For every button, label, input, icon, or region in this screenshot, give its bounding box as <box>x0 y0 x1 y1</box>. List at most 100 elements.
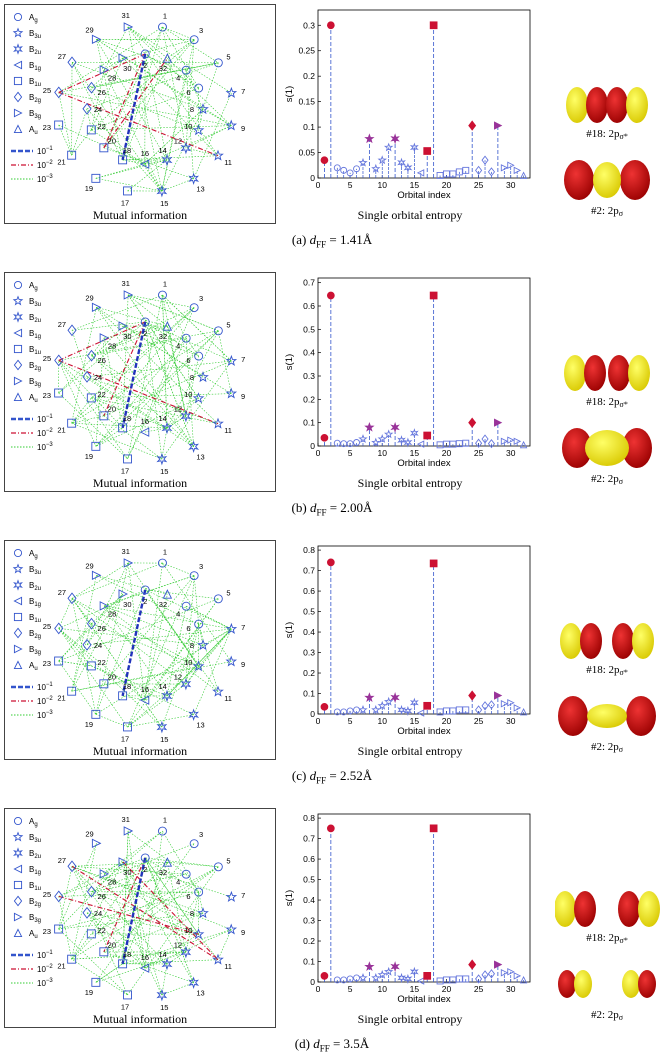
orbital-number: 7 <box>241 891 245 900</box>
legend-label: B2u <box>29 581 41 592</box>
weak-link <box>58 124 72 156</box>
y-tick-label: 0.4 <box>303 348 315 358</box>
legend-marker-icon <box>13 579 23 591</box>
weak-link <box>71 562 129 599</box>
x-tick-label: 15 <box>410 716 420 726</box>
legend: Ag B3u B2u B1g B1u B2g B3g Au 10−1 10−2 10−3 <box>11 816 53 988</box>
orbital-number: 4 <box>176 878 180 887</box>
weak-link <box>58 360 194 447</box>
orbital-node-icon <box>180 141 192 155</box>
weak-link <box>128 294 195 308</box>
weak-link <box>167 861 219 868</box>
orbital-lobe <box>560 623 582 659</box>
data-point-icon <box>513 972 522 980</box>
orbital-node-icon <box>212 953 224 965</box>
data-point-icon <box>358 157 368 167</box>
sigma-caption: #2: 2pσ <box>591 741 624 754</box>
weak-link <box>145 589 232 630</box>
y-tick-label: 0.7 <box>303 278 315 288</box>
orbital-node-icon <box>225 354 238 366</box>
legend-line-label: 10−3 <box>37 710 53 720</box>
orbital-number: 32 <box>159 332 167 341</box>
legend-marker-icon <box>13 108 23 118</box>
mutual-information-panel-c: Ag B3u B2u B1g B1u B2g B3g Au 10−1 10−2 10−3 1 3 5 7 9 1… <box>4 540 276 760</box>
sigma-caption: #2: 2pσ <box>591 205 624 218</box>
sigma-star-caption: #18: 2pσ* <box>586 664 628 677</box>
orbital-node-icon <box>82 638 92 651</box>
y-tick-label: 0.4 <box>303 895 315 905</box>
legend-line-label: 10−1 <box>37 414 53 424</box>
highlight-point-icon <box>364 422 375 432</box>
highlight-point-icon <box>468 959 477 970</box>
weak-link <box>127 295 163 459</box>
x-tick-label: 10 <box>378 984 388 994</box>
orbital-number: 19 <box>85 184 93 193</box>
legend-marker-icon <box>12 27 24 38</box>
orbital-number: 18 <box>123 146 131 155</box>
sigma-orbital-image: #2: 2pσ <box>562 428 652 486</box>
orbital-node-icon <box>225 923 238 935</box>
legend-marker-icon <box>13 816 23 826</box>
orbital-number: 14 <box>158 950 166 959</box>
y-tick-label: 0.25 <box>298 46 315 56</box>
weak-link <box>96 307 219 424</box>
weak-link <box>95 163 145 179</box>
legend-marker-icon <box>13 644 23 654</box>
weak-link <box>161 982 194 996</box>
weak-link <box>103 951 194 983</box>
data-point-icon <box>383 966 394 976</box>
highlight-point-icon <box>494 960 503 969</box>
orbital-number: 31 <box>122 815 130 824</box>
highlight-point-icon <box>429 291 438 300</box>
weak-link <box>104 857 146 875</box>
y-tick-label: 0.1 <box>303 689 315 699</box>
orbital-number: 7 <box>241 355 245 364</box>
data-point-icon <box>487 167 496 177</box>
weak-link <box>58 628 204 646</box>
legend-marker-icon <box>13 328 23 338</box>
data-point-icon <box>409 966 419 977</box>
data-point-icon <box>481 970 489 980</box>
orbital-node-icon <box>67 56 77 69</box>
weak-link <box>71 108 88 156</box>
orbital-node-icon <box>188 708 200 721</box>
orbital-node-icon <box>192 660 205 672</box>
orbital-node-icon <box>225 655 238 667</box>
highlight-point-icon <box>468 120 477 131</box>
orbital-number: 21 <box>57 426 65 435</box>
orbital-lobe <box>622 970 640 998</box>
weak-link <box>127 26 168 59</box>
data-point-icon <box>340 166 348 174</box>
orbital-number: 6 <box>186 356 190 365</box>
weak-link <box>145 321 199 357</box>
orbital-node-icon <box>91 441 101 451</box>
highlight-point-icon <box>494 691 503 700</box>
legend-marker-icon <box>13 847 23 859</box>
weak-link <box>71 397 92 424</box>
data-point-icon <box>507 161 515 170</box>
orbital-node-icon <box>86 617 97 630</box>
weak-link <box>127 598 219 728</box>
weak-link <box>86 912 199 935</box>
data-point-icon <box>500 437 509 446</box>
orbital-number: 2 <box>143 329 147 338</box>
orbital-node-icon <box>156 184 168 198</box>
orbital-lobe <box>638 891 660 927</box>
orbital-number: 1 <box>163 547 167 556</box>
orbital-node-icon <box>99 679 109 689</box>
legend-line-label: 10−3 <box>37 442 53 452</box>
weak-link <box>162 294 232 362</box>
weak-link <box>127 666 199 728</box>
orbital-number: 26 <box>98 892 106 901</box>
legend-marker-icon <box>13 311 23 323</box>
orbital-number: 11 <box>224 694 232 703</box>
orbital-node-icon <box>139 427 150 437</box>
weak-link <box>122 862 168 964</box>
orbital-number: 15 <box>160 735 168 744</box>
weak-link <box>122 959 219 965</box>
weak-link <box>58 623 92 662</box>
weak-link <box>58 124 145 165</box>
x-tick-label: 20 <box>442 984 452 994</box>
highlight-point-icon <box>423 431 432 440</box>
data-point-icon <box>371 163 381 173</box>
